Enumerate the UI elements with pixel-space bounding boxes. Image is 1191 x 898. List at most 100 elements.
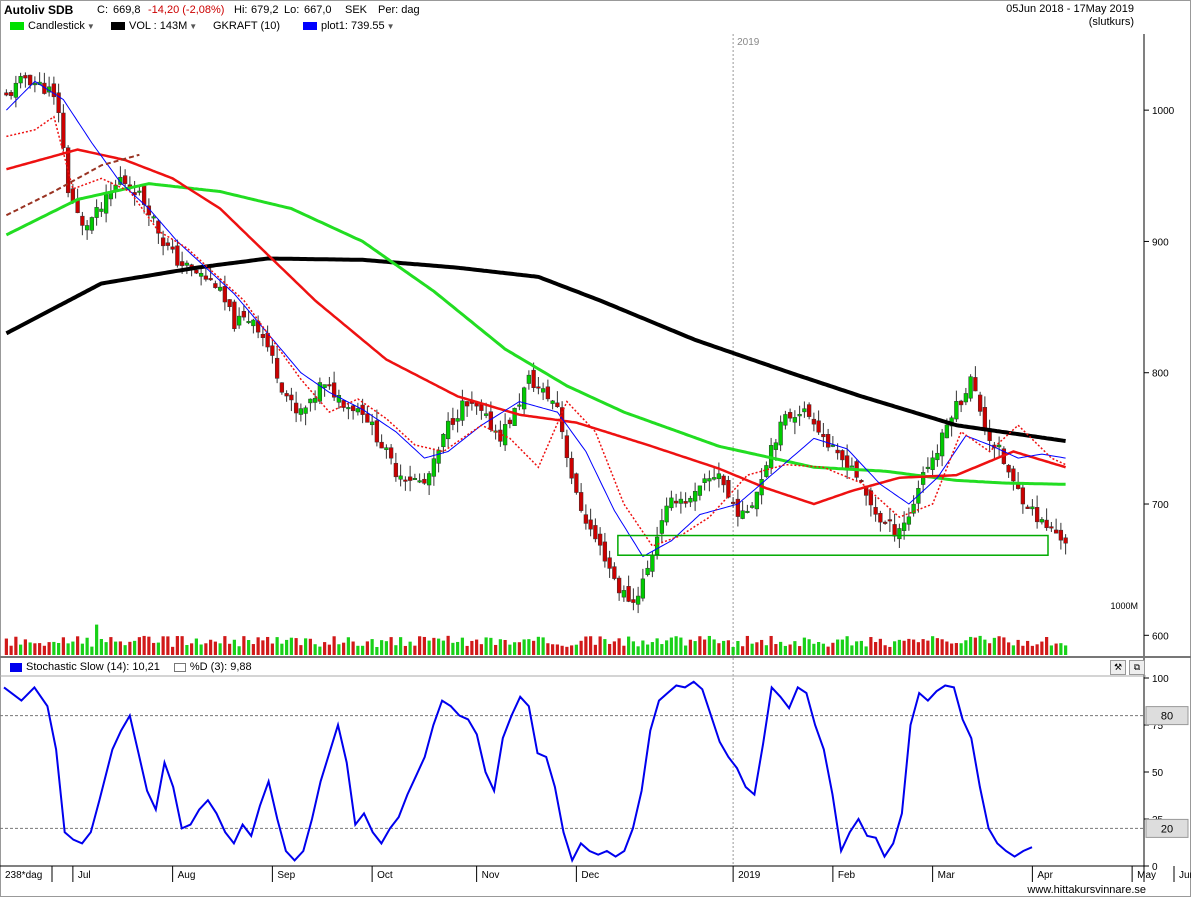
volume-bar xyxy=(769,635,773,655)
ma-black-line xyxy=(5,256,1066,443)
volume-bar xyxy=(907,638,911,655)
volume-bar xyxy=(460,637,464,655)
volume-bar xyxy=(361,645,365,655)
candle-up xyxy=(954,401,959,420)
volume-bar xyxy=(299,645,303,655)
volume-bar xyxy=(432,637,436,655)
volume-bar xyxy=(717,643,721,655)
volume-bar xyxy=(1035,644,1039,655)
volume-bar xyxy=(47,642,51,655)
candle-down xyxy=(873,507,878,515)
volume-bar xyxy=(560,645,564,655)
chevron-down-icon[interactable]: ▼ xyxy=(386,21,395,31)
candle-down xyxy=(350,405,356,412)
volume-bar xyxy=(589,636,593,655)
candle-down xyxy=(1044,519,1049,529)
candle-up xyxy=(1030,506,1035,510)
candle-down xyxy=(507,419,513,425)
volume-bar xyxy=(251,644,255,655)
candle-up xyxy=(32,83,38,86)
candle-up xyxy=(944,424,950,439)
volume-bar xyxy=(940,639,944,655)
volume-bar xyxy=(826,646,830,655)
volume-bar xyxy=(693,641,697,655)
volume-bar xyxy=(323,642,327,655)
volume-bar xyxy=(1011,645,1015,655)
volume-bar xyxy=(304,638,308,655)
stochastic-legend[interactable]: Stochastic Slow (14): 10,21 %D (3): 9,88 xyxy=(10,661,252,673)
volume-bar xyxy=(346,637,350,655)
volume-bar xyxy=(270,643,274,655)
volume-bar xyxy=(9,645,13,655)
volume-bar xyxy=(38,643,42,655)
candle-down xyxy=(816,420,821,433)
candle-down xyxy=(616,577,622,594)
candle-down xyxy=(593,525,598,540)
volume-bar xyxy=(950,643,954,655)
candle-up xyxy=(13,82,19,98)
candle-up xyxy=(322,384,327,388)
candle-up xyxy=(925,466,931,469)
legend-gkraft[interactable]: GKRAFT (10) xyxy=(213,20,280,32)
bar-count-label: 238*dag xyxy=(5,870,42,881)
candle-down xyxy=(821,434,826,438)
candle-up xyxy=(678,498,684,504)
candle-down xyxy=(194,269,199,274)
candle-up xyxy=(716,473,722,480)
candle-down xyxy=(673,500,679,504)
volume-bar xyxy=(755,642,759,655)
candle-down xyxy=(393,462,399,478)
volume-bar xyxy=(23,639,27,655)
lo-value: 667,0 xyxy=(304,4,332,16)
candle-down xyxy=(564,435,570,459)
volume-bar xyxy=(218,643,222,655)
volume-bar xyxy=(33,643,37,655)
candle-down xyxy=(531,369,536,389)
legend-swatch-candlestick xyxy=(10,22,24,30)
candle-down xyxy=(274,357,280,379)
legend-candlestick[interactable]: Candlestick ▼ xyxy=(10,20,95,32)
candle-down xyxy=(160,237,166,247)
legend-plot1[interactable]: plot1: 739.55 ▼ xyxy=(303,20,395,32)
candle-down xyxy=(122,175,128,184)
volume-bar xyxy=(964,640,968,655)
volume-bar xyxy=(147,636,151,655)
candle-up xyxy=(246,321,251,324)
month-tick-label: Oct xyxy=(377,870,393,881)
volume-bar xyxy=(698,636,702,655)
price-tick-label: 900 xyxy=(1152,237,1169,248)
volume-bar xyxy=(223,636,227,655)
volume-bar xyxy=(1007,642,1011,655)
candle-up xyxy=(483,413,489,416)
volume-bar xyxy=(793,641,797,655)
candle-down xyxy=(982,407,988,429)
volume-bar xyxy=(655,638,659,655)
legend-volume[interactable]: VOL : 143M ▼ xyxy=(111,20,197,32)
watermark: www.hittakursvinnare.se xyxy=(1027,884,1146,896)
volume-bar xyxy=(242,636,246,655)
stoch-tick-label: 50 xyxy=(1152,768,1164,779)
volume-bar xyxy=(384,641,388,655)
candle-up xyxy=(621,590,627,598)
volume-bars xyxy=(4,624,1068,655)
volume-bar xyxy=(71,641,75,655)
candle-up xyxy=(103,194,109,214)
settings-icon[interactable]: ⚒ xyxy=(1110,660,1126,675)
month-tick-label: 2019 xyxy=(738,870,761,881)
volume-bar xyxy=(954,643,958,655)
volume-bar xyxy=(992,637,996,655)
volume-bar xyxy=(19,644,23,655)
volume-bar xyxy=(408,641,412,655)
chevron-down-icon[interactable]: ▼ xyxy=(189,21,198,31)
volume-bar xyxy=(997,636,1001,655)
volume-bar xyxy=(228,643,232,655)
restore-icon[interactable]: ⧉ xyxy=(1129,660,1145,675)
volume-bar xyxy=(1026,640,1030,655)
support-zone-box xyxy=(617,534,1049,556)
chevron-down-icon[interactable]: ▼ xyxy=(86,21,95,31)
ma-red-line xyxy=(6,148,1067,506)
volume-bar xyxy=(1021,645,1025,655)
dotted-red-line xyxy=(6,115,1066,547)
